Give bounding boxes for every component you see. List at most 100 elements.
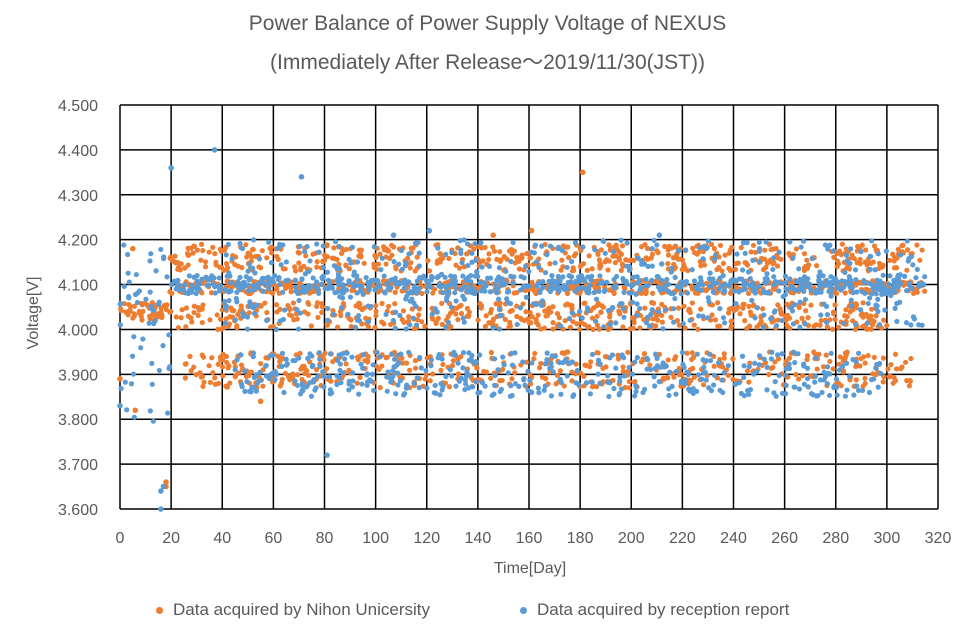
data-point — [850, 356, 856, 363]
data-point — [446, 384, 452, 390]
data-point — [613, 242, 619, 248]
data-point — [182, 265, 188, 271]
data-point — [334, 381, 340, 388]
data-point — [523, 294, 530, 300]
data-point — [847, 309, 853, 315]
data-point — [245, 268, 251, 274]
data-point — [906, 383, 913, 389]
data-point — [302, 287, 308, 293]
data-point — [875, 296, 881, 302]
data-point — [721, 351, 727, 357]
data-point — [544, 252, 550, 258]
data-point — [597, 273, 603, 279]
data-point — [524, 251, 530, 257]
data-point — [234, 323, 240, 329]
data-point — [400, 392, 407, 398]
data-point — [554, 372, 561, 378]
data-point — [273, 326, 279, 332]
data-point — [208, 290, 215, 296]
data-point — [692, 290, 699, 296]
data-point — [720, 315, 727, 321]
data-point — [217, 246, 223, 252]
data-point — [664, 276, 670, 283]
data-point — [509, 251, 515, 257]
data-point — [875, 251, 881, 257]
data-point — [150, 307, 156, 313]
data-point — [589, 351, 596, 358]
data-point — [618, 267, 624, 273]
data-point — [696, 281, 702, 287]
data-point — [660, 360, 666, 366]
data-point — [424, 385, 430, 391]
data-point — [539, 298, 545, 304]
x-tick-label: 200 — [618, 530, 645, 547]
data-point — [460, 365, 466, 371]
data-point — [557, 323, 564, 329]
data-point — [263, 275, 269, 281]
data-point — [535, 385, 541, 391]
data-point — [363, 315, 369, 321]
data-point — [212, 375, 218, 381]
data-point — [826, 392, 833, 399]
data-point — [223, 303, 229, 309]
data-point — [556, 359, 562, 366]
data-point — [334, 324, 341, 330]
data-point — [324, 366, 330, 372]
data-point — [634, 274, 640, 280]
data-point — [502, 316, 508, 323]
data-point — [656, 379, 662, 385]
data-point — [285, 302, 291, 309]
data-point — [857, 256, 863, 262]
data-point — [626, 267, 633, 273]
data-point — [435, 315, 441, 321]
data-point — [173, 286, 179, 292]
data-point — [398, 247, 405, 254]
data-point — [834, 392, 840, 398]
data-point — [542, 361, 548, 367]
data-point — [881, 374, 887, 380]
data-point — [725, 310, 732, 316]
data-point — [202, 259, 209, 265]
data-point — [503, 280, 509, 286]
data-point — [531, 250, 537, 256]
data-point — [525, 368, 531, 374]
data-point — [459, 260, 465, 266]
data-point — [848, 297, 854, 303]
data-point — [302, 271, 309, 277]
data-point — [770, 266, 776, 273]
data-point — [185, 262, 191, 268]
data-point — [500, 366, 506, 373]
data-point — [264, 317, 270, 324]
data-point — [338, 352, 344, 358]
data-point — [719, 377, 725, 383]
data-point — [291, 264, 298, 270]
data-point — [132, 407, 139, 414]
data-point — [625, 349, 631, 355]
data-point — [256, 256, 263, 262]
data-point — [236, 370, 242, 376]
data-point — [527, 255, 534, 261]
data-point — [512, 381, 518, 387]
data-point — [655, 317, 661, 323]
data-point — [701, 262, 708, 268]
data-point — [392, 275, 398, 281]
data-point — [219, 364, 226, 370]
data-point — [593, 296, 600, 302]
data-point — [447, 367, 453, 373]
data-point — [690, 245, 696, 251]
data-point — [477, 259, 483, 265]
data-point — [611, 385, 617, 392]
data-point — [175, 277, 181, 283]
data-point — [354, 276, 360, 283]
data-point — [577, 326, 583, 332]
data-point — [321, 384, 327, 390]
data-point — [498, 386, 504, 393]
data-point — [452, 274, 458, 280]
data-point — [244, 379, 250, 385]
data-point — [455, 371, 462, 377]
data-point — [763, 239, 769, 245]
data-point — [655, 284, 662, 290]
data-point — [673, 391, 679, 397]
data-point — [394, 280, 400, 286]
data-point — [356, 391, 362, 397]
